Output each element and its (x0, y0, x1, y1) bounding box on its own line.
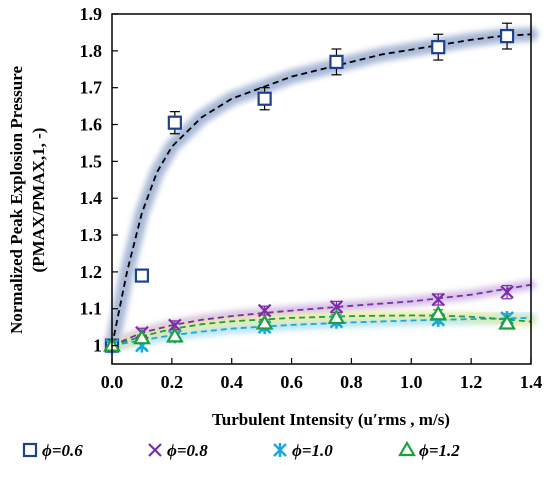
y-axis-title-line1: Normalized Peak Explosion Pressure (7, 66, 26, 335)
y-tick-label: 1.2 (80, 262, 103, 282)
marker-square (499, 29, 515, 44)
marker-triangle (255, 314, 274, 330)
x-tick-label: 1.4 (520, 372, 543, 392)
legend-label: ϕ=1.2 (419, 441, 460, 460)
y-tick-label: 1 (93, 336, 102, 356)
legend-item-4: ϕ=1.2 (398, 440, 460, 460)
marker-x (148, 443, 162, 457)
marker-triangle (327, 308, 346, 325)
marker-triangle (133, 329, 151, 345)
marker-triangle (398, 440, 416, 457)
marker-x (257, 303, 272, 318)
marker-x-stroke (257, 303, 272, 318)
x-axis-ticks: 0.0 0.2 0.4 0.6 0.8 1.0 1.2 1.4 (101, 358, 543, 392)
x-tick-label: 0.8 (340, 372, 363, 392)
y-tick-label: 1.6 (80, 115, 103, 135)
legend-label: ϕ=1.0 (292, 441, 333, 460)
y-axis-ticks: 1 1.1 1.2 1.3 1.4 1.5 1.6 1.7 1.8 1.9 (80, 4, 118, 356)
confidence-bands (105, 27, 538, 353)
y-tick-label: 1.3 (80, 225, 103, 245)
marker-triangle (429, 305, 448, 321)
x-tick-label: 0.4 (220, 372, 243, 392)
y-tick-label: 1.8 (80, 41, 103, 61)
marker-x (500, 285, 514, 299)
fit-curve-1 (111, 33, 532, 346)
data-markers (103, 29, 516, 353)
y-tick-label: 1.1 (80, 299, 103, 319)
marker-triangle (498, 314, 516, 330)
marker-asterisk (273, 443, 287, 457)
marker-x-stroke (500, 285, 514, 299)
legend-label: ϕ=0.6 (42, 441, 83, 460)
marker-triangle (165, 327, 184, 343)
marker-x-stroke (329, 300, 344, 314)
x-axis-title: Turbulent Intensity (u′rms , m/s) (212, 410, 450, 429)
marker-x-stroke (148, 443, 162, 457)
x-tick-label: 0.6 (280, 372, 303, 392)
marker-x-stroke (168, 318, 182, 333)
x-tick-label: 0.2 (161, 372, 184, 392)
y-axis-title-line2: (PMAX/PMAX,1, -) (29, 128, 48, 273)
marker-x (168, 318, 182, 333)
marker-x (329, 300, 344, 314)
legend-item-1: ϕ=0.6 (22, 441, 83, 460)
y-tick-label: 1.5 (80, 151, 103, 171)
fit-curve-4 (111, 314, 532, 347)
marker-square (134, 268, 150, 283)
marker-x (431, 292, 445, 307)
x-tick-label: 1.2 (460, 372, 483, 392)
legend-label: ϕ=0.8 (167, 441, 208, 460)
legend-item-3: ϕ=1.0 (273, 441, 333, 460)
marker-square (257, 91, 272, 106)
y-tick-label: 1.4 (80, 188, 103, 208)
marker-square (22, 442, 38, 458)
marker-x-stroke (431, 292, 445, 307)
marker-square (329, 54, 344, 69)
x-tick-label: 1.0 (400, 372, 423, 392)
legend: ϕ=0.6 ϕ=0.8 ϕ=1.0 ϕ=1.2 (22, 440, 460, 460)
legend-item-2: ϕ=0.8 (148, 441, 208, 460)
y-tick-label: 1.7 (80, 78, 103, 98)
plot-frame (111, 13, 532, 365)
y-tick-label: 1.9 (80, 4, 103, 24)
marker-square (431, 40, 446, 55)
x-tick-label: 0.0 (101, 372, 124, 392)
marker-square (167, 115, 182, 130)
